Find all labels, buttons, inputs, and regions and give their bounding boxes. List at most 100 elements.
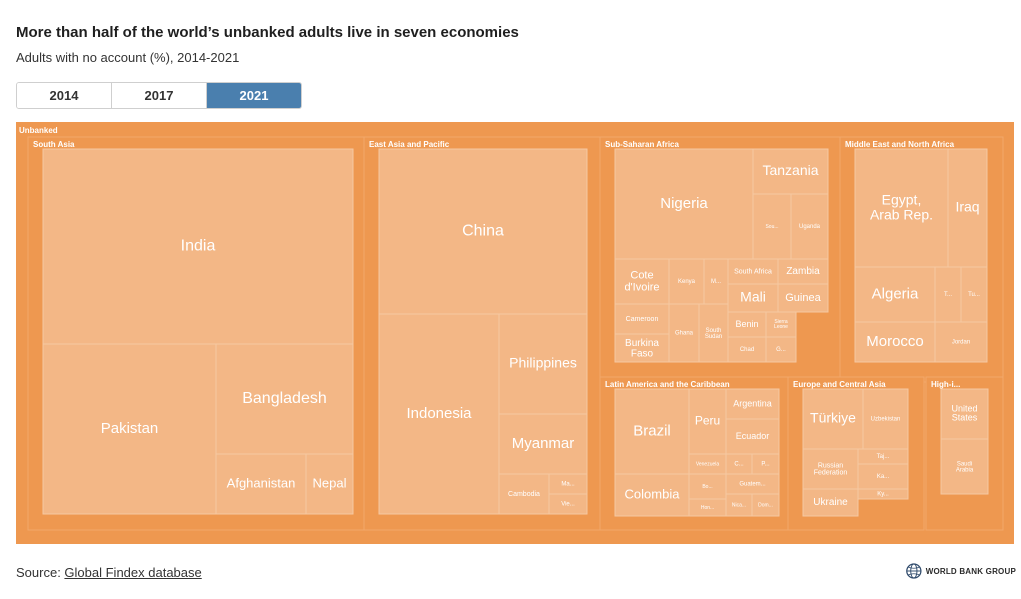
tile-pakistan[interactable] <box>42 343 217 515</box>
tile-label-burkina-faso: Burkina Faso <box>625 337 659 359</box>
tile-zambia[interactable] <box>777 258 829 285</box>
tile-label-ghana: Ghana <box>675 331 694 337</box>
tile-nepal[interactable] <box>305 453 354 515</box>
tile-label-bo: Bo... <box>702 484 712 490</box>
tab-2021[interactable]: 2021 <box>207 83 301 108</box>
tile-sierra-leone[interactable] <box>765 311 797 338</box>
tile-label-cote-d-ivoire: Cote d'Ivoire <box>624 270 659 294</box>
tile-label-uzbekistan: Uzbekistan <box>871 417 901 423</box>
group-label-sub-saharan-africa: Sub-Saharan Africa <box>605 140 679 149</box>
tile-russian-federation[interactable] <box>802 448 859 490</box>
tile-kenya[interactable] <box>668 258 705 305</box>
tile-label-morocco: Morocco <box>866 333 924 350</box>
logo-text: WORLD BANK GROUP <box>925 566 1016 576</box>
tile-label-colombia: Colombia <box>625 486 681 501</box>
source-link[interactable]: Global Findex database <box>64 565 202 580</box>
group-label-east-asia-and-pacific: East Asia and Pacific <box>369 140 450 149</box>
tile-afghanistan[interactable] <box>215 453 307 515</box>
tile-india[interactable] <box>42 148 354 345</box>
tile-label-cameroon: Cameroon <box>626 316 659 323</box>
tile-label-m: M... <box>711 279 721 285</box>
tile-label-benin: Benin <box>735 319 758 329</box>
tile-tanzania[interactable] <box>752 148 829 195</box>
root-label: Unbanked <box>19 126 58 135</box>
tile-label-tanzania: Tanzania <box>762 162 818 178</box>
tile-label-ka: Ka... <box>877 474 890 480</box>
tile-china[interactable] <box>378 148 588 315</box>
tile-bo[interactable] <box>688 473 727 500</box>
tile-label-ecuador: Ecuador <box>736 431 770 441</box>
tile-sou[interactable] <box>752 193 792 260</box>
tab-2014[interactable]: 2014 <box>17 83 112 108</box>
tile-south-africa[interactable] <box>727 258 779 285</box>
tile-label-peru: Peru <box>695 414 720 428</box>
tile-label-guinea: Guinea <box>785 292 821 304</box>
tab-2017[interactable]: 2017 <box>112 83 207 108</box>
tile-cote-d-ivoire[interactable] <box>614 258 670 305</box>
group-label-middle-east-and-north-africa: Middle East and North Africa <box>845 140 955 149</box>
tile-ukraine[interactable] <box>802 488 859 517</box>
tile-t[interactable] <box>934 266 962 323</box>
tile-label-egypt-arab-rep: Egypt, Arab Rep. <box>870 191 933 222</box>
tile-g[interactable] <box>765 336 797 363</box>
tile-label-bangladesh: Bangladesh <box>242 390 327 407</box>
tile-label-nica: Nica... <box>732 502 746 508</box>
tile-label-ma: Ma... <box>561 482 575 488</box>
treemap-svg: Unbanked South Asia India Pakistan Banglades… <box>16 122 1014 544</box>
tile-indonesia[interactable] <box>378 313 500 515</box>
tile-label-cambodia: Cambodia <box>508 491 540 498</box>
tile-t-rkiye[interactable] <box>802 388 864 450</box>
tile-peru[interactable] <box>688 388 727 455</box>
tile-saudi-arabia[interactable] <box>940 438 989 495</box>
tile-guinea[interactable] <box>777 283 829 313</box>
tile-label-chad: Chad <box>740 347 754 353</box>
tile-label-argentina: Argentina <box>733 398 772 408</box>
tile-united-states[interactable] <box>940 388 989 440</box>
tile-algeria[interactable] <box>854 266 936 323</box>
tile-dom[interactable] <box>751 493 780 517</box>
tile-ka[interactable] <box>857 463 909 490</box>
tile-uzbekistan[interactable] <box>862 388 909 450</box>
tile-label-t: T... <box>944 292 952 298</box>
tile-iraq[interactable] <box>947 148 988 268</box>
tile-jordan[interactable] <box>934 321 988 363</box>
tile-label-philippines: Philippines <box>509 355 577 371</box>
tile-label-pakistan: Pakistan <box>101 420 159 437</box>
source-prefix: Source: <box>16 565 65 580</box>
tile-label-kenya: Kenya <box>678 279 696 285</box>
tile-cameroon[interactable] <box>614 303 670 335</box>
tile-label-south-africa: South Africa <box>734 268 772 275</box>
tile-chad[interactable] <box>727 336 767 363</box>
tile-label-brazil: Brazil <box>633 422 671 439</box>
chart-title: More than half of the world’s unbanked a… <box>16 24 519 41</box>
tile-ecuador[interactable] <box>725 418 780 455</box>
tile-label-uganda: Uganda <box>799 224 821 230</box>
tile-label-nigeria: Nigeria <box>660 195 708 212</box>
tile-label-guatem: Guatem... <box>739 482 766 488</box>
year-tabs: 2014 2017 2021 <box>16 82 302 109</box>
tile-label-hon: Hon... <box>701 505 714 511</box>
tile-colombia[interactable] <box>614 473 690 517</box>
tile-philippines[interactable] <box>498 313 588 415</box>
tile-label-c: C... <box>734 462 744 468</box>
tile-south-sudan[interactable] <box>698 303 729 363</box>
tile-argentina[interactable] <box>725 388 780 420</box>
tile-egypt-arab-rep[interactable] <box>854 148 949 268</box>
tile-tu[interactable] <box>960 266 988 323</box>
tile-label-india: India <box>181 238 216 255</box>
world-bank-logo: WORLD BANK GROUP <box>906 560 1016 582</box>
tile-label-algeria: Algeria <box>872 285 919 302</box>
tile-brazil[interactable] <box>614 388 690 475</box>
tile-uganda[interactable] <box>790 193 829 260</box>
tile-mali[interactable] <box>727 283 779 313</box>
tile-bangladesh[interactable] <box>215 343 354 455</box>
group-label-latin-america-and-the-caribbean: Latin America and the Caribbean <box>605 380 730 389</box>
tile-label-tu: Tu... <box>968 292 980 298</box>
tile-burkina-faso[interactable] <box>614 333 670 363</box>
tile-vie[interactable] <box>548 493 588 515</box>
tile-morocco[interactable] <box>854 321 936 363</box>
tile-nigeria[interactable] <box>614 148 754 260</box>
tile-label-iraq: Iraq <box>955 199 979 215</box>
tile-cambodia[interactable] <box>498 473 550 515</box>
group-label-europe-and-central-asia: Europe and Central Asia <box>793 380 886 389</box>
